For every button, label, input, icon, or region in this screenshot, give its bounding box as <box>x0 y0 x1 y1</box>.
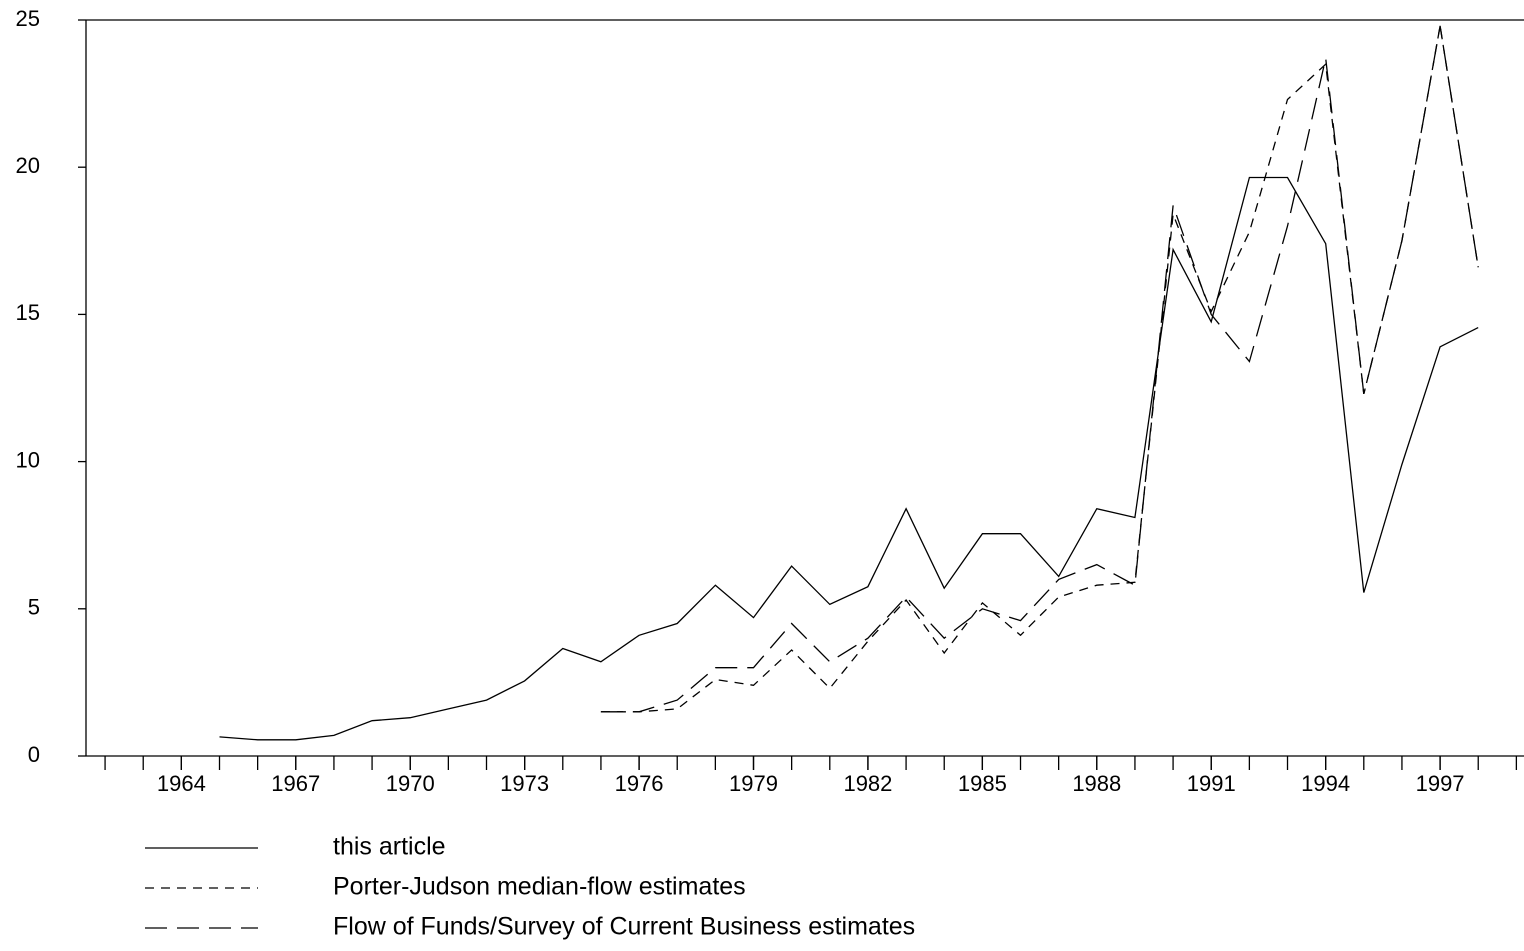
x-tick-label: 1991 <box>1187 771 1236 796</box>
y-tick-label: 0 <box>28 742 40 767</box>
x-tick-label: 1976 <box>615 771 664 796</box>
x-tick-label: 1970 <box>386 771 435 796</box>
x-tick-label: 1979 <box>729 771 778 796</box>
series-line <box>600 25 1479 713</box>
legend-label: Flow of Funds/Survey of Current Business… <box>333 913 915 941</box>
y-tick-label: 25 <box>16 6 40 31</box>
x-tick-label: 1988 <box>1072 771 1121 796</box>
y-tick-label: 20 <box>16 153 40 178</box>
x-tick-label: 1982 <box>843 771 892 796</box>
series-line <box>600 25 1479 713</box>
series-line <box>219 176 1479 741</box>
y-tick-label: 5 <box>28 595 40 620</box>
y-tick-label: 15 <box>16 300 40 325</box>
x-tick-label: 1973 <box>500 771 549 796</box>
legend-label: Porter-Judson median-flow estimates <box>333 873 746 901</box>
x-tick-label: 1985 <box>958 771 1007 796</box>
y-tick-label: 10 <box>16 447 40 472</box>
x-tick-label: 1994 <box>1301 771 1350 796</box>
legend-label: this article <box>333 833 446 861</box>
x-tick-label: 1997 <box>1416 771 1465 796</box>
x-tick-label: 1964 <box>157 771 206 796</box>
x-tick-label: 1967 <box>271 771 320 796</box>
